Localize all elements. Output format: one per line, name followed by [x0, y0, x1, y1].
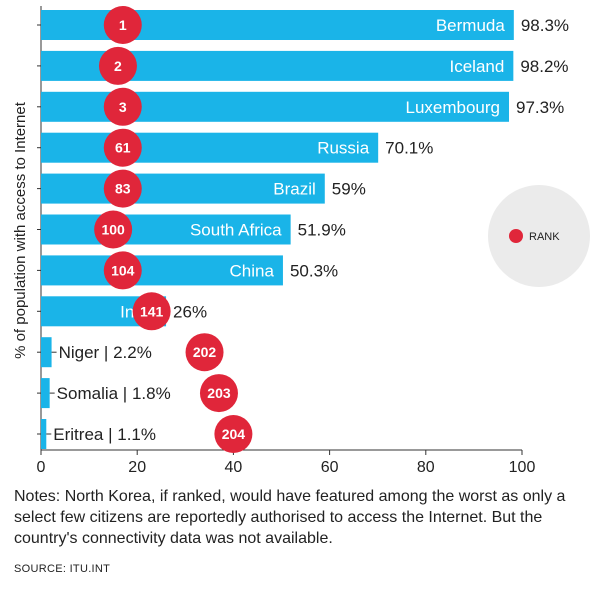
category-name: Somalia — [57, 384, 119, 403]
rank-label: 141 — [140, 303, 164, 319]
rank-label: 3 — [119, 99, 127, 115]
bar-chart: 0 20 40 60 80 100 Bermuda 98.3% 1 Iceland 98.2% 2 Lu… — [37, 6, 590, 476]
rank-label: 100 — [101, 222, 125, 238]
bar — [41, 173, 325, 204]
category-name: Niger — [59, 343, 100, 362]
category-label: Somalia | 1.8% — [57, 384, 171, 403]
category-label: Eritrea | 1.1% — [53, 425, 156, 444]
rank-marker — [94, 210, 133, 249]
bar — [41, 255, 283, 286]
notes-text: Notes: North Korea, if ranked, would hav… — [14, 488, 566, 547]
rank-marker — [103, 6, 142, 44]
category-name: Eritrea — [53, 425, 104, 444]
rank-marker — [98, 46, 137, 85]
bar — [41, 419, 47, 449]
legend-rank-swatch — [509, 229, 523, 243]
value-separator: | — [99, 343, 113, 362]
rank-label: 204 — [222, 426, 246, 442]
bar — [41, 132, 379, 163]
value-label: 2.2% — [113, 343, 152, 362]
value-label: 98.2% — [520, 57, 568, 76]
value-label: 1.1% — [117, 425, 156, 444]
value-label: 51.9% — [298, 221, 346, 240]
value-separator: | — [118, 384, 132, 403]
rank-label: 202 — [193, 344, 217, 360]
x-tick-label: 40 — [225, 459, 243, 476]
rank-marker — [132, 292, 171, 331]
rank-marker — [103, 128, 142, 167]
value-label: 1.8% — [132, 384, 171, 403]
rank-marker — [199, 374, 238, 413]
source-text: SOURCE: ITU.INT — [14, 563, 111, 575]
x-tick-label: 60 — [321, 459, 339, 476]
rank-marker — [214, 415, 253, 453]
value-label: 97.3% — [516, 98, 564, 117]
category-label: South Africa — [190, 221, 282, 240]
category-label: Bermuda — [436, 16, 506, 35]
rank-label: 83 — [115, 181, 131, 197]
value-separator: | — [103, 425, 117, 444]
category-label: Iceland — [450, 57, 505, 76]
category-label: Russia — [317, 139, 370, 158]
x-tick-label: 0 — [37, 459, 46, 476]
rank-label: 61 — [115, 140, 131, 156]
x-tick-label: 80 — [417, 459, 435, 476]
bar — [41, 378, 50, 409]
rank-label: 1 — [119, 17, 127, 33]
rank-label: 104 — [111, 262, 135, 278]
rank-label: 2 — [114, 58, 122, 74]
x-tick-label: 20 — [128, 459, 146, 476]
legend-background — [488, 185, 590, 287]
category-label: China — [230, 261, 275, 280]
rank-marker — [103, 169, 142, 208]
category-label: Brazil — [273, 180, 316, 199]
bar — [41, 337, 52, 368]
bar — [41, 214, 291, 245]
category-label: Niger | 2.2% — [59, 343, 152, 362]
value-label: 26% — [173, 302, 207, 321]
rank-label: 203 — [207, 385, 231, 401]
value-label: 70.1% — [385, 139, 433, 158]
rank-marker — [103, 251, 142, 290]
x-tick-label: 100 — [509, 459, 536, 476]
rank-marker — [185, 333, 224, 372]
category-label: Luxembourg — [405, 98, 500, 117]
legend-label: RANK — [529, 231, 560, 243]
value-label: 59% — [332, 180, 366, 199]
value-label: 98.3% — [521, 16, 569, 35]
value-label: 50.3% — [290, 261, 338, 280]
rank-marker — [103, 87, 142, 126]
